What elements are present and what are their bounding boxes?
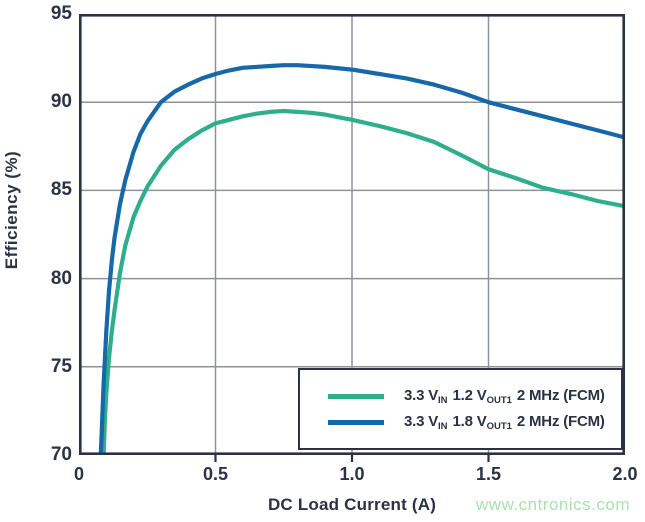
y-tick-label: 70 — [50, 444, 72, 465]
x-axis-title: DC Load Current (A) — [267, 495, 437, 514]
legend-item-1v8: 3.3 VIN 1.8 VOUT1 2 MHz (FCM) — [300, 413, 621, 432]
legend-text: 2 MHz (FCM) — [516, 412, 605, 430]
y-tick-label: 80 — [50, 267, 72, 289]
legend-text: 1.2 V — [452, 386, 487, 404]
curve-series-0 — [101, 108, 625, 455]
x-tick-label: 0.5 — [202, 464, 229, 484]
x-tick-label: 1.5 — [475, 464, 502, 484]
y-tick-label: 95 — [50, 3, 72, 24]
legend-sub-in: IN — [438, 394, 448, 406]
legend-label-1v2: 3.3 VIN 1.2 VOUT1 2 MHz (FCM) — [404, 387, 605, 406]
y-tick-label: 90 — [50, 91, 72, 113]
legend-label-1v8: 3.3 VIN 1.8 VOUT1 2 MHz (FCM) — [404, 413, 605, 432]
legend-text: 2 MHz (FCM) — [516, 386, 605, 404]
legend-swatch-green — [328, 393, 384, 399]
legend-text: 3.3 V — [404, 412, 439, 430]
x-tick-label: 1.0 — [339, 464, 365, 484]
y-tick-label: 85 — [50, 179, 72, 201]
legend-box: 3.3 VIN 1.2 VOUT1 2 MHz (FCM) 3.3 VIN 1.8 V… — [298, 368, 623, 450]
legend-item-1v2: 3.3 VIN 1.2 VOUT1 2 MHz (FCM) — [300, 387, 621, 406]
legend-text: 3.3 V — [404, 386, 439, 404]
legend-sub-in: IN — [438, 420, 448, 432]
x-tick-label: 2.0 — [612, 464, 638, 484]
plot-border — [79, 14, 625, 455]
legend-swatch-blue — [328, 419, 384, 425]
y-tick-label: 75 — [50, 355, 72, 377]
legend-sub-out: OUT1 — [486, 420, 512, 432]
legend-text: 1.8 V — [452, 412, 487, 430]
y-axis-title: Efficiency (%) — [2, 150, 21, 270]
legend-sub-out: OUT1 — [486, 394, 512, 406]
curve-series-1 — [98, 63, 625, 455]
plot-area — [79, 14, 625, 462]
x-tick-label: 0 — [73, 464, 84, 484]
watermark-text: www.cntronics.com — [476, 495, 630, 514]
